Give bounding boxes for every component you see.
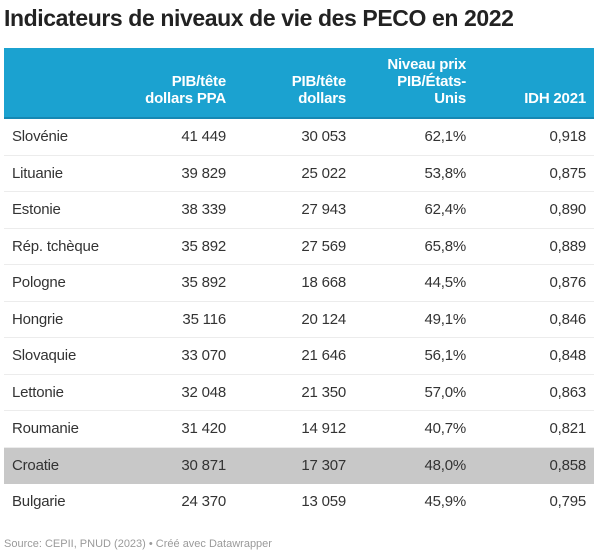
pib-ppa-cell: 35 892	[122, 228, 234, 265]
country-cell: Lettonie	[4, 374, 122, 411]
table-row: Roumanie 31 420 14 912 40,7% 0,821	[4, 410, 594, 448]
idh-cell: 0,918	[474, 118, 594, 156]
header-text-line: PIB/tête	[171, 73, 226, 90]
pib-ppa-cell: 31 420	[122, 410, 234, 448]
country-cell: Hongrie	[4, 301, 122, 338]
column-header-niveau-prix: Niveau prix PIB/États- Unis	[354, 48, 474, 119]
pib-usd-cell: 13 059	[301, 493, 346, 511]
pib-usd-cell: 18 668	[234, 264, 354, 302]
chart-title: Indicateurs de niveaux de vie des PECO e…	[4, 5, 514, 31]
pib-ppa-cell: 35 116	[122, 301, 234, 338]
idh-cell: 0,846	[474, 301, 594, 338]
pib-usd-cell: 21 350	[234, 374, 354, 411]
pib-usd-cell: 17 307	[234, 447, 354, 484]
column-header-pib-ppa: PIB/tête dollars PPA	[122, 48, 234, 119]
niveau-prix-cell: 62,4%	[354, 191, 474, 229]
niveau-prix-cell: 44,5%	[354, 264, 474, 302]
source-footer: Source: CEPII, PNUD (2023) • Créé avec D…	[4, 538, 272, 550]
header-text-line: Niveau prix	[387, 56, 466, 73]
table-row: Slovaquie 33 070 21 646 56,1% 0,848	[4, 337, 594, 375]
header-text-line: PIB/tête	[291, 73, 346, 90]
country-cell: Slovaquie	[4, 337, 122, 375]
header-text-line: dollars PPA	[145, 90, 226, 107]
country-cell: Rép. tchèque	[4, 228, 122, 265]
pib-usd-cell: 27 943	[234, 191, 354, 229]
idh-cell: 0,795	[549, 493, 586, 511]
table-row: Rép. tchèque 35 892 27 569 65,8% 0,889	[4, 228, 594, 265]
pib-ppa-cell: 30 871	[122, 447, 234, 484]
niveau-prix-cell: 49,1%	[354, 301, 474, 338]
table-row: Bulgarie 24 370 13 059 45,9% 0,795	[4, 484, 594, 520]
idh-cell: 0,858	[474, 447, 594, 484]
pib-usd-cell: 21 646	[234, 337, 354, 375]
country-cell: Slovénie	[4, 118, 122, 156]
country-cell: Pologne	[4, 264, 122, 302]
country-cell: Estonie	[4, 191, 122, 229]
header-text-line: Unis	[434, 90, 466, 107]
pib-ppa-cell: 35 892	[122, 264, 234, 302]
pib-usd-cell: 27 569	[234, 228, 354, 265]
column-header-country	[4, 48, 122, 119]
idh-cell: 0,890	[474, 191, 594, 229]
header-text-line: PIB/États-	[397, 73, 466, 90]
column-header-pib-usd: PIB/tête dollars	[234, 48, 354, 119]
pib-usd-cell: 20 124	[234, 301, 354, 338]
header-text-line: dollars	[298, 90, 346, 107]
pib-usd-cell: 30 053	[234, 118, 354, 156]
idh-cell: 0,821	[474, 410, 594, 448]
country-cell: Croatie	[4, 447, 122, 484]
table-row: Hongrie 35 116 20 124 49,1% 0,846	[4, 301, 594, 338]
idh-cell: 0,876	[474, 264, 594, 302]
table-row: Slovénie 41 449 30 053 62,1% 0,918	[4, 118, 594, 156]
table-header: PIB/tête dollars PPA PIB/tête dollars Niveau…	[4, 48, 594, 119]
data-table: PIB/tête dollars PPA PIB/tête dollars Niveau…	[4, 48, 594, 520]
idh-cell: 0,863	[474, 374, 594, 411]
pib-ppa-cell: 32 048	[122, 374, 234, 411]
pib-ppa-cell: 41 449	[122, 118, 234, 156]
pib-ppa-cell: 33 070	[122, 337, 234, 375]
pib-ppa-cell: 39 829	[122, 155, 234, 192]
country-cell: Bulgarie	[12, 493, 66, 511]
pib-ppa-cell: 38 339	[122, 191, 234, 229]
table-row: Lituanie 39 829 25 022 53,8% 0,875	[4, 155, 594, 192]
idh-cell: 0,875	[474, 155, 594, 192]
pib-usd-cell: 25 022	[234, 155, 354, 192]
pib-usd-cell: 14 912	[234, 410, 354, 448]
niveau-prix-cell: 40,7%	[354, 410, 474, 448]
country-cell: Roumanie	[4, 410, 122, 448]
table-row: Lettonie 32 048 21 350 57,0% 0,863	[4, 374, 594, 411]
country-cell: Lituanie	[4, 155, 122, 192]
niveau-prix-cell: 53,8%	[354, 155, 474, 192]
niveau-prix-cell: 65,8%	[354, 228, 474, 265]
table-row: Pologne 35 892 18 668 44,5% 0,876	[4, 264, 594, 302]
header-text-line: IDH 2021	[524, 90, 586, 107]
table-row: Estonie 38 339 27 943 62,4% 0,890	[4, 191, 594, 229]
niveau-prix-cell: 56,1%	[354, 337, 474, 375]
pib-ppa-cell: 24 370	[181, 493, 226, 511]
table-row-highlighted: Croatie 30 871 17 307 48,0% 0,858	[4, 447, 594, 484]
niveau-prix-cell: 48,0%	[354, 447, 474, 484]
table-body: Slovénie 41 449 30 053 62,1% 0,918 Lituanie 39…	[4, 118, 594, 520]
niveau-prix-cell: 45,9%	[424, 493, 466, 511]
niveau-prix-cell: 62,1%	[354, 118, 474, 156]
idh-cell: 0,889	[474, 228, 594, 265]
idh-cell: 0,848	[474, 337, 594, 375]
niveau-prix-cell: 57,0%	[354, 374, 474, 411]
column-header-idh: IDH 2021	[474, 48, 594, 119]
